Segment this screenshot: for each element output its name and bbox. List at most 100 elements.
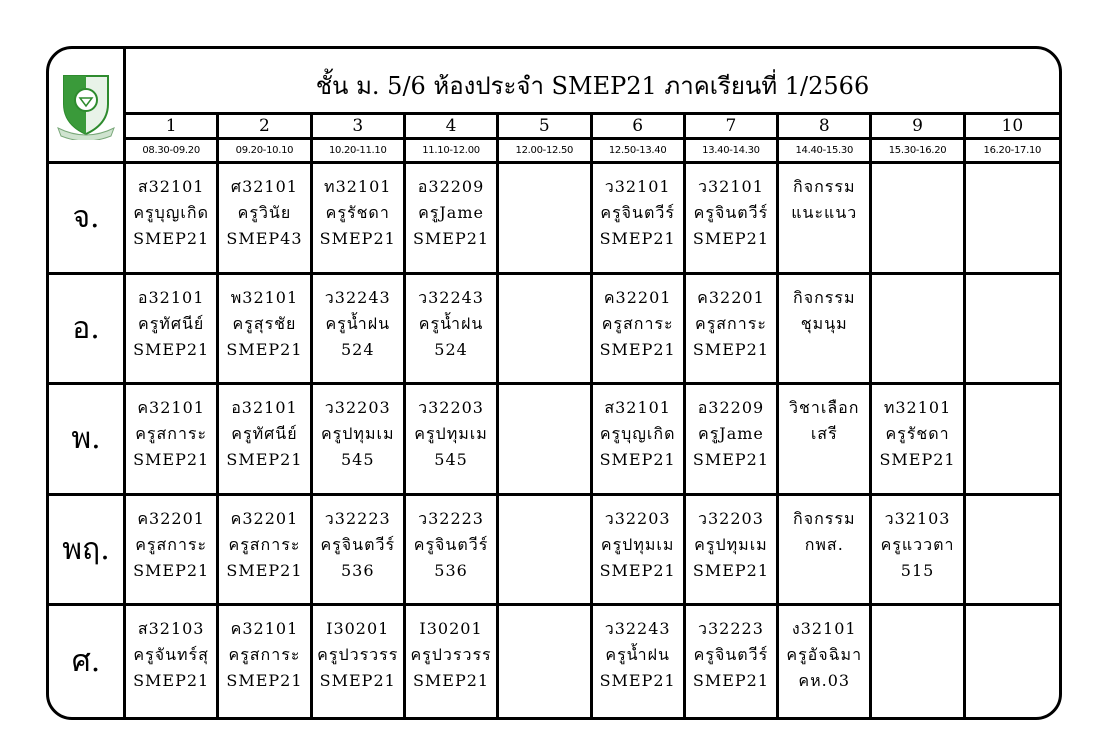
teacher-name: ครูปทุมเม — [600, 534, 675, 554]
teacher-name: ครูจินตวีร์ — [320, 534, 396, 554]
teacher-name: ครูจินตวีร์ — [693, 645, 769, 665]
timetable-cell: ว32203 ครูปทุมเม 545 — [405, 385, 500, 496]
subject-code: ว32203 — [418, 398, 484, 418]
timetable-cell — [965, 385, 1059, 496]
timetable-cell: ส32103 ครูจันทร์สุ SMEP21 — [126, 606, 220, 717]
subject-code: อ32101 — [137, 287, 205, 307]
timetable-cell: ค32101 ครูสการะ SMEP21 — [219, 606, 313, 717]
subject-code: ส32101 — [137, 177, 205, 196]
period-time: 09.20-10.10 — [219, 140, 313, 164]
subject-code: ว32223 — [418, 508, 484, 528]
room: SMEP21 — [599, 450, 676, 470]
subject-code: I30201 — [419, 619, 483, 639]
timetable-cell: อ32209 ครูJame SMEP21 — [405, 164, 500, 275]
teacher-name: เสรี — [810, 424, 838, 444]
teacher-name: ครูสการะ — [135, 424, 208, 444]
timetable-cell — [965, 496, 1059, 607]
timetable-cell: ค32201 ครูสการะ SMEP21 — [592, 274, 686, 386]
teacher-name: ครูสการะ — [694, 313, 767, 333]
subject-code: พ32101 — [230, 287, 299, 307]
teacher-name: ครูแววตา — [880, 534, 955, 554]
subject-code: ค32101 — [137, 398, 205, 418]
subject-code: ค32201 — [603, 287, 672, 307]
subject-code: กิจกรรม — [793, 508, 856, 528]
teacher-name: ครูบุญเกิด — [599, 424, 676, 444]
teacher-name: ครูจันทร์สุ — [133, 645, 209, 665]
teacher-name: ครูสุรชัย — [232, 313, 297, 333]
timetable-cell: ค32201 ครูสการะ SMEP21 — [685, 274, 780, 386]
day-label: อ. — [49, 274, 126, 386]
room: SMEP21 — [226, 560, 303, 580]
subject-code: ว32203 — [604, 508, 671, 528]
room: SMEP21 — [133, 450, 210, 470]
subject-code: ศ32101 — [230, 177, 298, 196]
subject-code: ส32103 — [137, 619, 205, 639]
teacher-name: ครูปทุมเม — [694, 534, 768, 554]
subject-code: ท32101 — [324, 177, 392, 196]
period-time: 13.40-14.30 — [685, 140, 780, 164]
room: 524 — [434, 339, 468, 359]
timetable-cell: ง32101 ครูอัจฉิมา คห.03 — [779, 606, 873, 717]
timetable-cell: พ32101 ครูสุรชัย SMEP21 — [219, 274, 313, 386]
teacher-name: ครูปวรวรร — [410, 645, 492, 665]
timetable-cell — [872, 274, 966, 386]
timetable-cell — [965, 275, 1059, 386]
teacher-name: ครูจินตวีร์ — [413, 534, 489, 554]
period-number: 5 — [499, 115, 593, 140]
room: SMEP21 — [226, 339, 303, 359]
teacher-name: ครูวินัย — [237, 203, 292, 222]
subject-code: อ32101 — [231, 398, 298, 418]
subject-code: ค32201 — [137, 508, 205, 528]
teacher-name: ครูJame — [418, 203, 484, 222]
teacher-name: ครูJame — [698, 424, 764, 444]
timetable-cell: อ32101 ครูทัศนีย์ SMEP21 — [219, 385, 313, 496]
teacher-name: ครูน้ำฝน — [325, 313, 390, 333]
teacher-name: กพส. — [804, 534, 844, 554]
timetable-cell: ว32203 ครูปทุมเม SMEP21 — [592, 495, 686, 607]
subject-code: ค32101 — [230, 619, 299, 639]
room: 524 — [340, 339, 375, 359]
timetable-cell — [965, 164, 1059, 275]
room: SMEP21 — [692, 339, 770, 359]
teacher-name: ครูสการะ — [135, 534, 208, 554]
day-label: จ. — [49, 164, 126, 275]
school-logo — [49, 49, 126, 164]
room: SMEP43 — [226, 229, 303, 248]
room: 515 — [900, 560, 935, 580]
room: SMEP21 — [692, 671, 770, 691]
teacher-name: ครูสการะ — [228, 645, 301, 665]
subject-code: ว32223 — [698, 619, 764, 639]
timetable-cell: กิจกรรมกพส. — [779, 495, 873, 607]
room: SMEP21 — [412, 229, 490, 248]
timetable-cell: ค32201 ครูสการะ SMEP21 — [219, 495, 313, 607]
timetable-cell — [499, 385, 593, 496]
timetable-cell — [499, 495, 593, 607]
timetable-cell: อ32101 ครูทัศนีย์ SMEP21 — [126, 274, 220, 386]
period-number: 1 — [126, 115, 220, 140]
timetable-cell: ท32101 ครูรัชดา SMEP21 — [312, 164, 406, 275]
teacher-name: ครูรัชดา — [885, 424, 950, 444]
period-number: 7 — [685, 115, 780, 140]
timetable-cell: วิชาเลือก เสรี — [779, 385, 873, 496]
period-number: 9 — [872, 115, 966, 140]
teacher-name: ครูจินตวีร์ — [693, 203, 769, 222]
timetable-cell: I30201 ครูปวรวรร SMEP21 — [313, 606, 406, 717]
timetable-cell — [499, 164, 593, 275]
teacher-name: แนะแนว — [791, 203, 858, 222]
room: SMEP21 — [599, 229, 676, 248]
subject-code: ง32101 — [791, 619, 857, 639]
subject-code: ว32243 — [604, 619, 671, 639]
teacher-name: ครูทัศนีย์ — [231, 424, 298, 444]
timetable-cell: ว32203 ครูปทุมเม 545 — [312, 385, 406, 496]
teacher-name: ครูอัจฉิมา — [786, 645, 863, 665]
subject-code: กิจกรรม — [793, 287, 856, 307]
teacher-name: ครูบุญเกิด — [133, 203, 209, 222]
subject-code: ว32101 — [604, 177, 671, 196]
period-time: 15.30-16.20 — [872, 140, 966, 164]
teacher-name: ครูรัชดา — [325, 203, 390, 222]
subject-code: I30201 — [326, 619, 390, 639]
room: SMEP21 — [599, 560, 676, 580]
timetable-cell: I30201 ครูปวรวรร SMEP21 — [406, 606, 500, 717]
timetable-cell: ศ32101 ครูวินัย SMEP43 — [219, 164, 313, 275]
room: SMEP21 — [692, 229, 770, 248]
